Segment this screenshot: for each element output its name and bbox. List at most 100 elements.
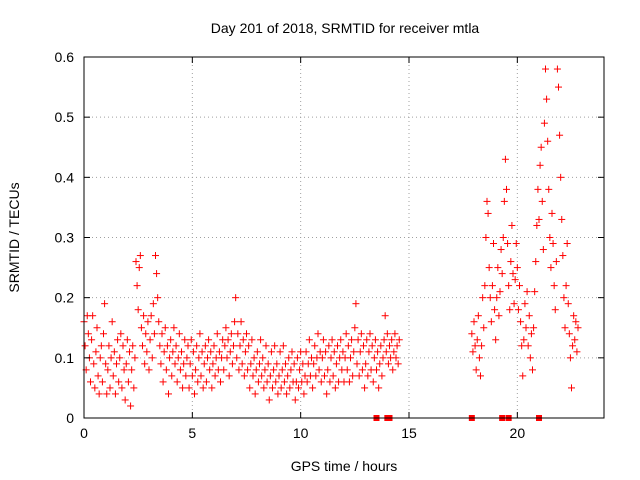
data-point bbox=[183, 354, 191, 362]
data-point bbox=[296, 366, 304, 374]
data-point bbox=[173, 378, 181, 386]
data-point bbox=[328, 336, 336, 344]
data-point bbox=[484, 209, 492, 217]
data-point bbox=[556, 131, 564, 139]
data-point bbox=[568, 384, 575, 392]
data-point bbox=[309, 384, 317, 392]
data-point bbox=[254, 378, 262, 386]
data-point bbox=[102, 360, 110, 368]
data-point bbox=[207, 348, 215, 356]
data-point bbox=[186, 360, 194, 368]
data-point bbox=[293, 354, 301, 362]
data-point bbox=[246, 384, 254, 392]
data-point bbox=[302, 348, 310, 356]
data-point bbox=[492, 336, 500, 344]
data-point bbox=[371, 336, 379, 344]
data-point bbox=[323, 390, 331, 398]
data-point bbox=[355, 372, 363, 380]
data-point bbox=[196, 330, 204, 338]
data-point bbox=[93, 324, 101, 332]
data-point bbox=[358, 366, 366, 374]
data-point bbox=[141, 360, 149, 368]
data-point bbox=[374, 348, 382, 356]
data-point bbox=[479, 294, 487, 302]
data-point bbox=[81, 342, 89, 350]
data-point bbox=[377, 342, 385, 350]
data-point bbox=[249, 372, 257, 380]
data-point bbox=[91, 384, 99, 392]
data-point bbox=[94, 372, 102, 380]
data-points bbox=[80, 65, 582, 421]
data-point bbox=[517, 318, 525, 326]
data-point bbox=[169, 348, 177, 356]
data-point bbox=[275, 372, 283, 380]
data-point bbox=[257, 336, 265, 344]
data-point bbox=[113, 360, 120, 368]
data-point bbox=[383, 330, 391, 338]
x-tick-label: 10 bbox=[293, 425, 309, 441]
data-point bbox=[215, 348, 223, 356]
data-point bbox=[114, 336, 122, 344]
data-point bbox=[558, 215, 566, 223]
data-point bbox=[380, 336, 388, 344]
data-point bbox=[276, 348, 284, 356]
data-point bbox=[364, 372, 372, 380]
data-point bbox=[135, 264, 143, 272]
data-point bbox=[516, 282, 523, 290]
data-point bbox=[504, 240, 512, 248]
data-point bbox=[482, 234, 490, 241]
data-point bbox=[527, 330, 535, 338]
data-point bbox=[534, 185, 542, 193]
data-point bbox=[117, 330, 125, 338]
data-point bbox=[252, 366, 260, 374]
data-point bbox=[205, 336, 213, 344]
data-point bbox=[369, 378, 377, 386]
data-point bbox=[208, 384, 216, 392]
y-tick-label: 0.2 bbox=[55, 290, 75, 306]
data-point bbox=[213, 330, 221, 338]
data-point bbox=[154, 294, 162, 302]
data-point bbox=[270, 366, 278, 374]
data-point bbox=[570, 312, 578, 320]
data-point bbox=[168, 372, 176, 380]
data-point bbox=[198, 348, 206, 356]
data-point bbox=[540, 119, 548, 127]
data-point bbox=[565, 330, 573, 338]
data-point bbox=[551, 306, 559, 314]
data-point bbox=[163, 342, 171, 350]
data-point bbox=[280, 378, 288, 386]
data-point bbox=[334, 342, 341, 350]
data-point bbox=[184, 342, 192, 350]
data-point bbox=[272, 378, 280, 386]
data-point bbox=[300, 390, 308, 398]
data-point bbox=[286, 384, 294, 392]
data-point bbox=[166, 354, 174, 362]
data-point bbox=[90, 360, 98, 368]
data-point bbox=[209, 360, 217, 368]
data-point bbox=[529, 366, 536, 374]
data-point bbox=[510, 300, 518, 308]
data-point bbox=[262, 342, 270, 350]
data-point bbox=[486, 294, 494, 302]
data-point bbox=[172, 342, 180, 350]
data-point bbox=[88, 336, 96, 344]
data-point bbox=[150, 330, 158, 338]
data-point bbox=[185, 384, 193, 392]
data-point bbox=[569, 342, 577, 350]
data-point bbox=[144, 318, 152, 326]
data-point bbox=[284, 372, 292, 380]
data-point bbox=[395, 336, 403, 344]
x-tick-label: 15 bbox=[401, 425, 417, 441]
data-point bbox=[477, 372, 484, 380]
data-point bbox=[92, 348, 100, 356]
data-point bbox=[562, 282, 570, 290]
data-point bbox=[392, 354, 400, 362]
data-point bbox=[116, 354, 124, 362]
data-point bbox=[182, 372, 190, 380]
data-point bbox=[192, 366, 200, 374]
data-point bbox=[322, 348, 330, 356]
data-point bbox=[221, 342, 229, 350]
data-point bbox=[131, 354, 139, 362]
data-point bbox=[147, 312, 155, 320]
